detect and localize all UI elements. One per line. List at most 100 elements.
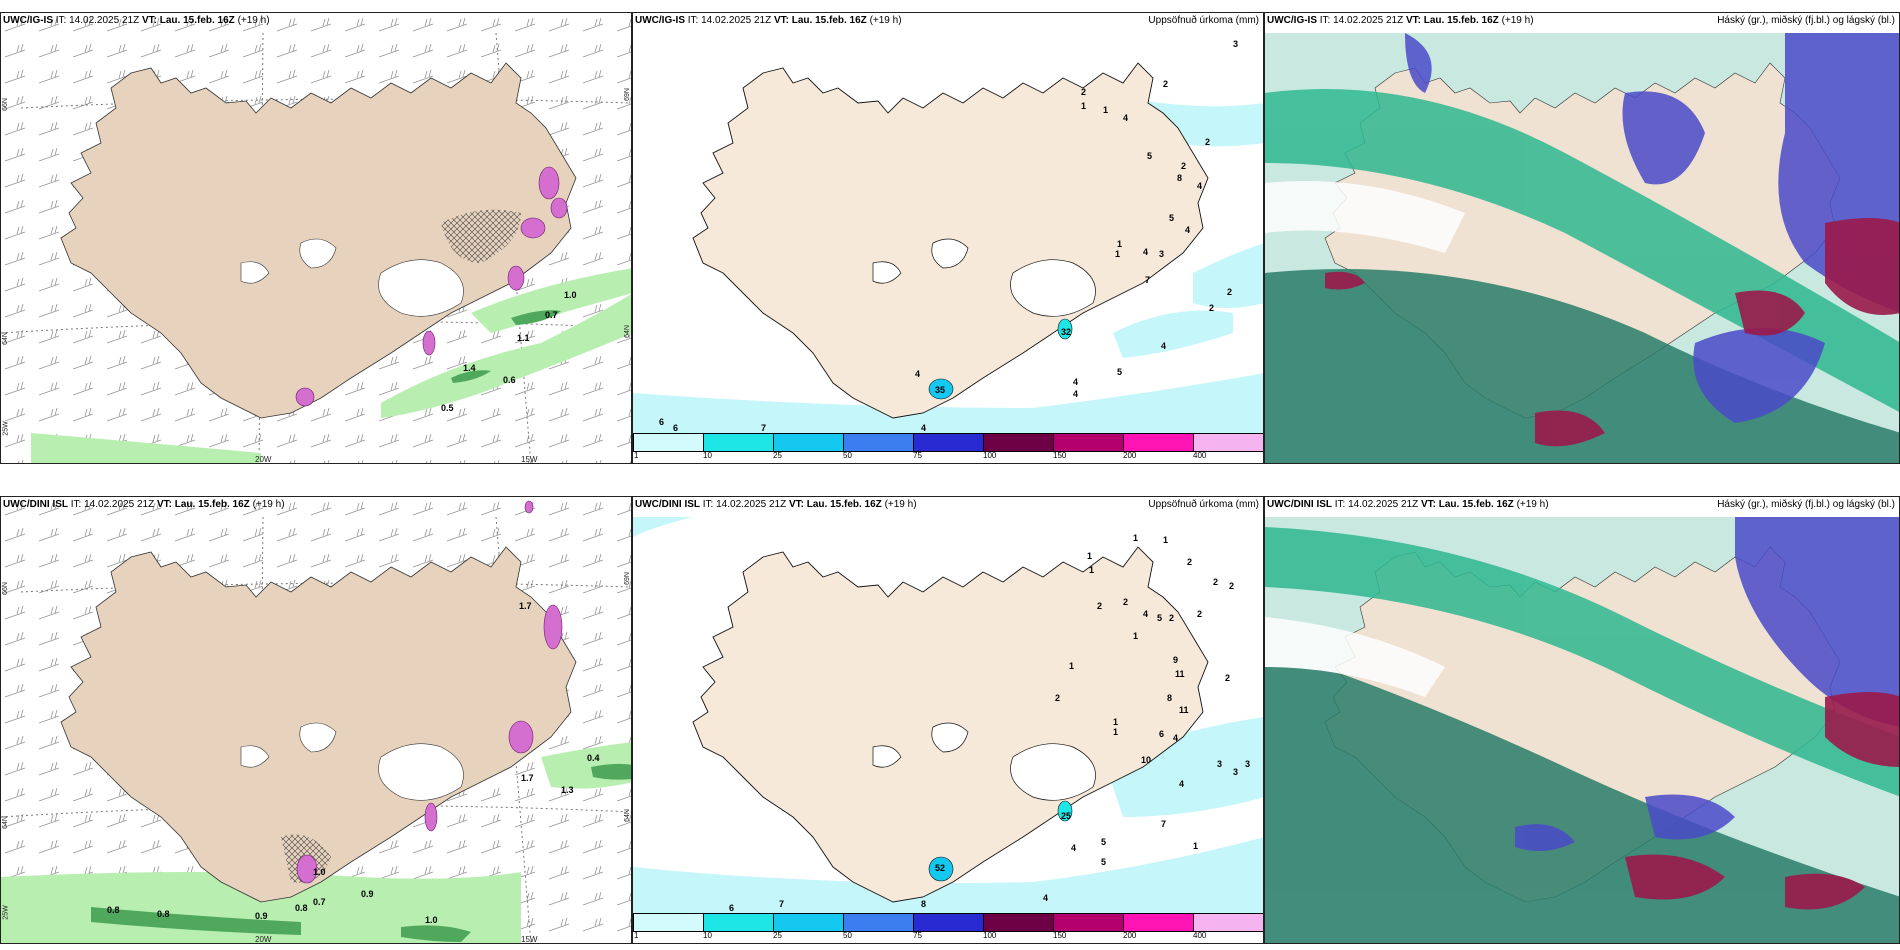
scale-swatch <box>1123 914 1193 931</box>
value-label: 4 <box>1073 389 1079 399</box>
value-label: 1 <box>1113 727 1119 737</box>
value-label: 4 <box>1179 779 1185 789</box>
scale-tick: 100 <box>983 931 997 940</box>
scale-tick: 25 <box>773 931 782 940</box>
value-label: 2 <box>1181 161 1187 171</box>
value-label: 2 <box>1209 303 1215 313</box>
value-label: 0.7 <box>545 310 558 320</box>
value-label: 5 <box>1101 857 1107 867</box>
longitude-label: 15W <box>521 935 538 944</box>
value-label: 8 <box>1167 693 1173 703</box>
value-label: 0.8 <box>107 905 120 915</box>
scale-tick: 10 <box>703 931 712 940</box>
value-label: 2 <box>1213 577 1219 587</box>
value-label: 2 <box>1169 613 1175 623</box>
value-label: 4 <box>1071 843 1077 853</box>
value-label: 1.7 <box>521 773 534 783</box>
value-label: 1 <box>1133 631 1139 641</box>
value-label: 2 <box>1197 609 1203 619</box>
latitude-label: 69N <box>623 88 631 101</box>
panel-header: UWC/IG-IS IT: 14.02.2025 21Z VT: Lau. 15… <box>635 15 902 26</box>
precip-color-scale: 1 10 25 50 75 100 150 200 400 <box>633 913 1263 943</box>
value-label: 4 <box>915 369 921 379</box>
latitude-label: 64N <box>623 809 631 822</box>
longitude-label: 15W <box>521 455 538 464</box>
value-label: 3 <box>1233 767 1239 777</box>
scale-swatch <box>703 914 773 931</box>
value-label: 4 <box>1073 377 1079 387</box>
value-label: 1.7 <box>519 601 532 611</box>
value-label: 0.5 <box>441 403 454 413</box>
value-label: 0.9 <box>361 889 374 899</box>
value-label: 4 <box>1173 733 1179 743</box>
value-label: 3 <box>1233 39 1239 49</box>
scale-tick: 50 <box>843 451 852 460</box>
panel-clouds-dini: UWC/DINI ISL IT: 14.02.2025 21Z VT: Lau.… <box>1264 496 1900 944</box>
value-label: 7 <box>1145 275 1151 285</box>
panel-header: UWC/DINI ISL IT: 14.02.2025 21Z VT: Lau.… <box>635 499 917 510</box>
scale-swatch <box>703 434 773 451</box>
value-label: 4 <box>1185 225 1191 235</box>
value-label: 7 <box>1161 819 1167 829</box>
value-label: 1.4 <box>463 363 476 373</box>
scale-tick: 75 <box>913 451 922 460</box>
value-label: 4 <box>1123 113 1129 123</box>
panel-title: Háský (gr.), miðský (fj.bl.) og lágský (… <box>1717 15 1895 26</box>
value-label: 0.8 <box>295 903 308 913</box>
value-label: 1 <box>1115 249 1121 259</box>
wind-map <box>1 13 631 463</box>
scale-tick: 200 <box>1123 931 1137 940</box>
scale-swatch <box>983 914 1053 931</box>
scale-tick: 200 <box>1123 451 1137 460</box>
value-label: 2 <box>1123 597 1129 607</box>
value-label: 4 <box>1197 181 1203 191</box>
scale-swatch <box>913 434 983 451</box>
value-label: 4 <box>1143 609 1149 619</box>
panel-clouds-ig-is: UWC/IG-IS IT: 14.02.2025 21Z VT: Lau. 15… <box>1264 12 1900 464</box>
panel-wind-ig-is: UWC/IG-IS IT: 14.02.2025 21Z VT: Lau. 15… <box>0 12 632 464</box>
value-label: 7 <box>779 899 785 909</box>
latitude-label: 64N <box>1 816 9 829</box>
latitude-label: 25W <box>2 905 10 920</box>
panel-header: UWC/DINI ISL IT: 14.02.2025 21Z VT: Lau.… <box>1267 499 1549 510</box>
scale-swatch <box>843 914 913 931</box>
value-label: 11 <box>1175 669 1185 679</box>
scale-swatch <box>633 914 703 931</box>
panel-precip-ig-is: UWC/IG-IS IT: 14.02.2025 21Z VT: Lau. 15… <box>632 12 1264 464</box>
value-label: 8 <box>921 899 927 909</box>
value-label: 5 <box>1157 613 1163 623</box>
latitude-label: 25W <box>2 421 10 436</box>
value-label: 0.6 <box>503 375 516 385</box>
cloud-map <box>1265 517 1899 943</box>
wind-map <box>1 497 631 943</box>
value-label: 9 <box>1173 655 1179 665</box>
scale-swatch <box>843 434 913 451</box>
value-label: 11 <box>1179 705 1189 715</box>
value-label: 5 <box>1101 837 1107 847</box>
latitude-label: 66N <box>1 582 9 595</box>
scale-swatch <box>1053 434 1123 451</box>
value-label: 1 <box>1089 565 1095 575</box>
value-label: 1.0 <box>313 867 326 877</box>
scale-swatch <box>1193 434 1263 451</box>
value-label: 1 <box>1103 105 1109 115</box>
value-label: 1 <box>1117 239 1123 249</box>
scale-tick: 1 <box>634 931 639 940</box>
scale-tick: 50 <box>843 931 852 940</box>
value-label: 2 <box>1097 601 1103 611</box>
scale-tick: 150 <box>1053 931 1067 940</box>
precip-swath <box>1 742 631 943</box>
value-label: 1.1 <box>517 333 530 343</box>
panel-title: Háský (gr.), miðský (fj.bl.) og lágský (… <box>1717 499 1895 510</box>
value-label: 8 <box>1177 173 1183 183</box>
value-label: 1 <box>1081 101 1087 111</box>
value-label: 4 <box>1161 341 1167 351</box>
panel-header: UWC/DINI ISL IT: 14.02.2025 21Z VT: Lau.… <box>3 499 285 510</box>
latitude-label: 64N <box>1 332 9 345</box>
precip-map <box>633 517 1263 913</box>
panel-title: Uppsöfnuð úrkoma (mm) <box>1148 499 1259 510</box>
scale-swatch <box>633 434 703 451</box>
value-label: 1.0 <box>564 290 577 300</box>
value-label: 3 <box>1217 759 1223 769</box>
value-label: 6 <box>659 417 665 427</box>
